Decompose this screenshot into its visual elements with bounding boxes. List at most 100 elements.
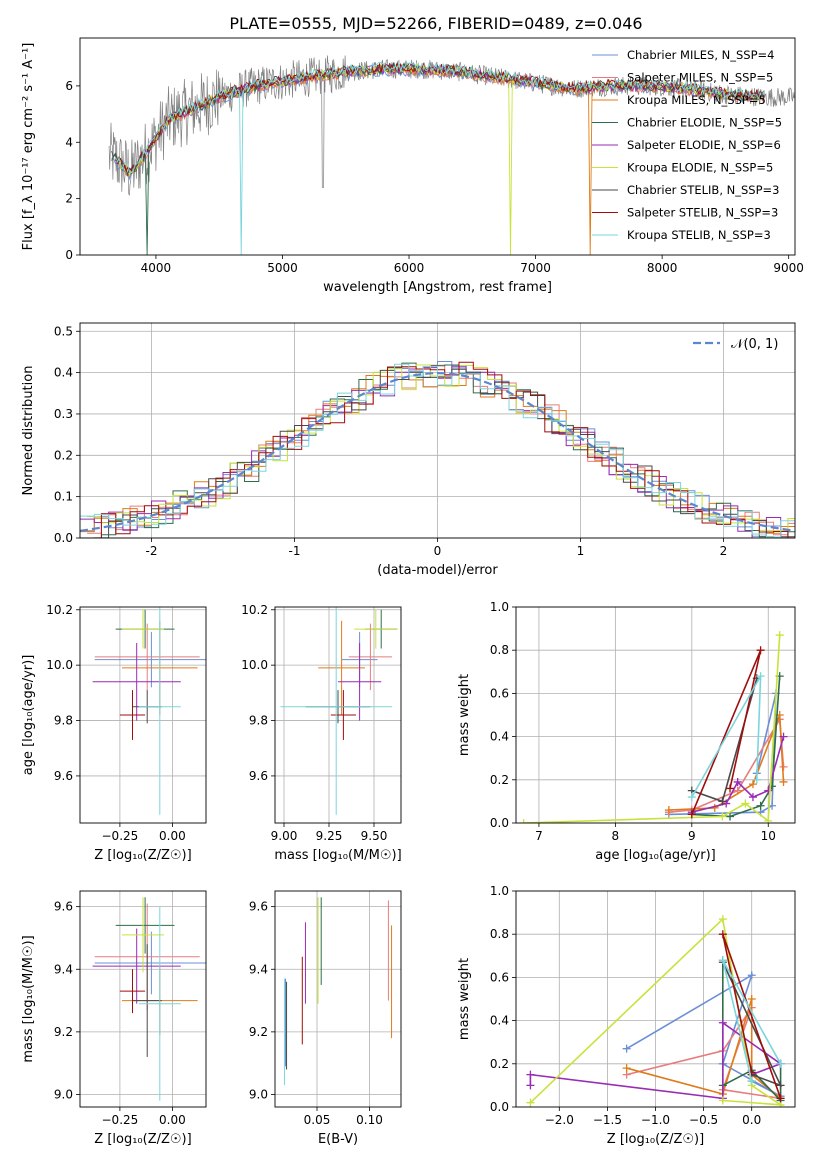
model-spectrum xyxy=(115,61,765,255)
x-tick-label: 0.05 xyxy=(304,1113,331,1127)
x-tick-label: 5000 xyxy=(267,261,298,275)
weight-marker xyxy=(779,732,788,741)
y-tick-label: 0.4 xyxy=(490,730,509,744)
y-tick-label: 0 xyxy=(65,248,73,262)
weight-marker xyxy=(726,812,735,821)
y-tick-label: 0.4 xyxy=(54,366,73,380)
y-tick-label: 9.4 xyxy=(249,962,268,976)
legend-entry: Salpeter MILES, N_SSP=5 xyxy=(627,71,773,85)
x-tick-label: 8 xyxy=(612,829,620,843)
weight-marker xyxy=(764,816,773,823)
x-tick-label: 0.0 xyxy=(742,1113,761,1127)
panel-5: 7 8 9 10 0.0 0.2 0.4 0.6 0.8 1.0 age [log₁₀(age/yr… xyxy=(457,600,796,863)
x-tick-label: −1.5 xyxy=(593,1113,622,1127)
weight-marker xyxy=(747,1077,756,1086)
x-tick-label: 9 xyxy=(688,829,696,843)
y-tick-label: 9.2 xyxy=(54,1025,73,1039)
x-axis-label: Z [log₁₀(Z/Z☉)] xyxy=(94,1132,191,1147)
weight-marker xyxy=(752,775,761,784)
x-tick-label: 9.25 xyxy=(316,829,343,843)
model-spectrum xyxy=(114,62,765,172)
x-axis-label: age [log₁₀(age/yr)] xyxy=(595,848,716,863)
weight-marker xyxy=(764,786,773,795)
x-tick-label: 0.10 xyxy=(356,1113,383,1127)
y-tick-label: 9.2 xyxy=(249,1025,268,1039)
weight-marker xyxy=(747,995,756,1003)
x-tick-label: 0.00 xyxy=(159,829,186,843)
plot-area xyxy=(92,897,206,1101)
y-tick-label: 0.0 xyxy=(490,1100,509,1114)
legend: Chabrier MILES, N_SSP=4 Salpeter MILES, N… xyxy=(592,48,782,242)
panel-6: −0.25 0.00 9.0 9.2 9.4 9.6 Z [log₁₀(Z/Z☉)] mass… xyxy=(21,890,207,1147)
weight-marker xyxy=(747,971,756,980)
legend-entry: Salpeter STELIB, N_SSP=3 xyxy=(627,206,778,220)
weight-marker xyxy=(687,793,696,802)
x-tick-label: −1.0 xyxy=(641,1113,670,1127)
weight-marker xyxy=(622,1064,631,1073)
grid xyxy=(275,891,401,1107)
x-tick-label: 2 xyxy=(720,544,728,558)
y-tick-label: 9.6 xyxy=(249,769,268,783)
axes-frame xyxy=(274,606,402,824)
weight-marker xyxy=(718,930,727,939)
weight-marker xyxy=(776,1081,785,1090)
legend-entry: 𝒩(0, 1) xyxy=(731,337,778,352)
x-tick-label: 9.50 xyxy=(361,829,388,843)
x-axis-label: Z [log₁₀(Z/Z☉)] xyxy=(94,848,191,863)
plot-area xyxy=(283,897,393,1086)
y-tick-label: 0.8 xyxy=(490,927,509,941)
y-tick-label: 0.0 xyxy=(490,816,509,830)
weight-marker xyxy=(519,819,528,823)
axes-frame xyxy=(79,606,207,824)
panel-2: -2 -1 0 1 2 0.0 0.1 0.2 0.3 0.4 0.5 (data-model)/er… xyxy=(21,322,796,578)
x-tick-label: -1 xyxy=(289,544,301,558)
x-tick-label: 0 xyxy=(434,544,442,558)
y-tick-label: 1.0 xyxy=(490,600,509,614)
y-tick-label: 9.8 xyxy=(249,714,268,728)
y-tick-label: 0.1 xyxy=(54,490,73,504)
axes-frame xyxy=(79,37,796,256)
axes-frame xyxy=(515,890,796,1108)
legend-entry: Chabrier MILES, N_SSP=4 xyxy=(627,48,774,62)
y-tick-label: 6 xyxy=(65,79,73,93)
y-tick-label: 9.6 xyxy=(54,900,73,914)
weight-marker xyxy=(779,777,788,786)
weight-marker xyxy=(741,799,750,808)
weight-marker xyxy=(622,1044,631,1053)
weight-marker xyxy=(718,1096,727,1105)
weight-marker xyxy=(718,915,727,924)
weight-marker xyxy=(756,672,765,681)
weight-marker xyxy=(664,806,673,815)
y-tick-label: 2 xyxy=(65,192,73,206)
x-tick-label: −0.25 xyxy=(102,1113,139,1127)
grid xyxy=(516,606,795,824)
y-tick-label: 9.0 xyxy=(54,1087,73,1101)
x-tick-label: -2 xyxy=(146,544,158,558)
plot-area xyxy=(80,361,795,538)
x-tick-label: 6000 xyxy=(394,261,425,275)
weight-marker xyxy=(756,646,765,655)
x-tick-label: 9.00 xyxy=(271,829,298,843)
y-axis-label: Flux [f_λ 10⁻¹⁷ erg cm⁻² s⁻¹ A⁻¹] xyxy=(21,43,36,251)
y-tick-label: 1.0 xyxy=(490,884,509,898)
y-axis-label: age [log₁₀(age/yr)] xyxy=(21,655,36,776)
y-tick-label: 0.3 xyxy=(54,407,73,421)
legend-entry: Salpeter ELODIE, N_SSP=6 xyxy=(627,138,781,152)
x-axis-label: wavelength [Angstrom, rest frame] xyxy=(323,280,552,295)
x-tick-label: 4000 xyxy=(141,261,172,275)
x-axis-label: E(B-V) xyxy=(318,1132,358,1147)
x-axis-label: (data-model)/error xyxy=(377,563,498,578)
x-axis-label: Z [log₁₀(Z/Z☉)] xyxy=(607,1132,704,1147)
weight-marker xyxy=(775,631,784,640)
y-axis-label: Normed distribution xyxy=(21,366,36,496)
weight-marker xyxy=(526,1070,535,1079)
weight-marker xyxy=(718,812,727,821)
normal-curve xyxy=(80,371,795,532)
y-tick-label: 0.2 xyxy=(490,1057,509,1071)
x-tick-label: −0.25 xyxy=(102,829,139,843)
y-tick-label: 0.0 xyxy=(54,531,73,545)
y-axis-label: mass weight xyxy=(457,674,472,756)
x-tick-label: 9000 xyxy=(773,261,804,275)
weight-marker xyxy=(718,956,727,965)
